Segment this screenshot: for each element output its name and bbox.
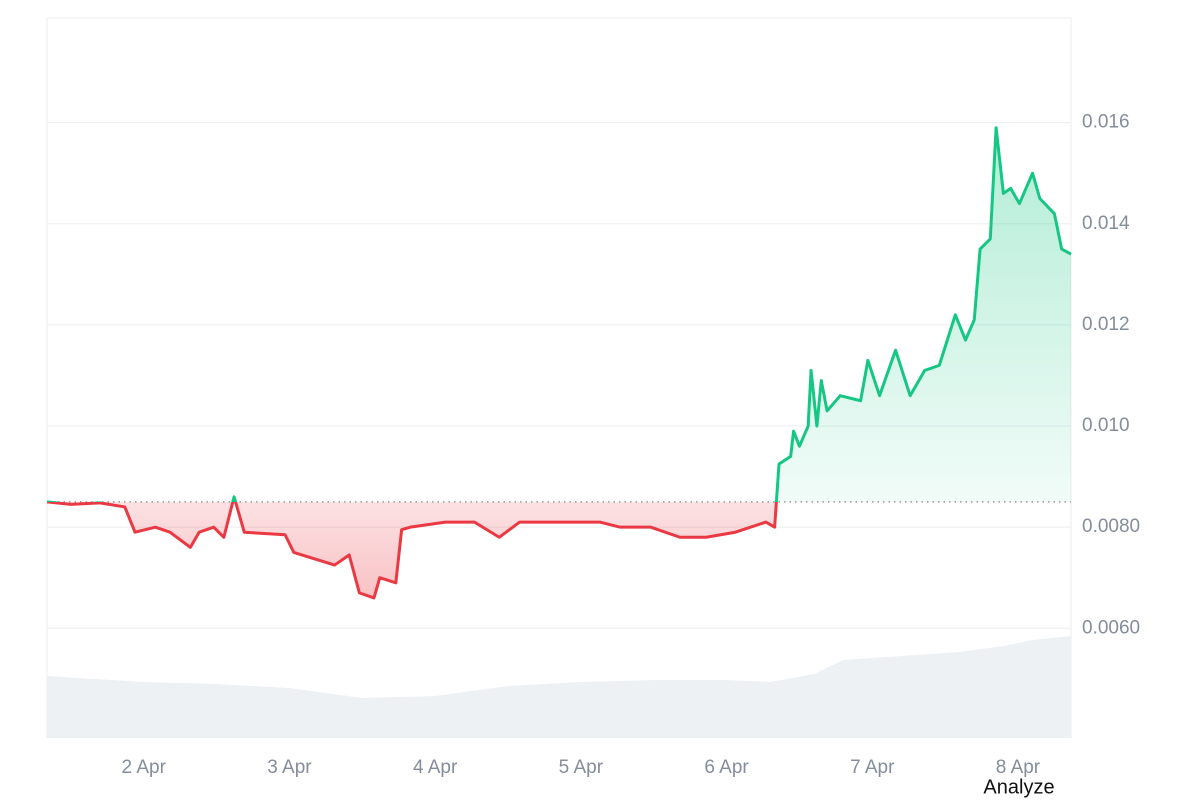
price-line bbox=[46, 126, 1072, 600]
x-tick-label: 5 Apr bbox=[559, 757, 604, 778]
y-tick-label: 0.0080 bbox=[1082, 516, 1140, 537]
y-tick-label: 0.012 bbox=[1082, 314, 1130, 335]
x-tick-label: 4 Apr bbox=[413, 757, 458, 778]
x-tick-label: 6 Apr bbox=[704, 757, 749, 778]
analyze-button[interactable]: Analyze bbox=[983, 776, 1054, 798]
volume-area bbox=[47, 636, 1071, 738]
x-tick-label: 7 Apr bbox=[850, 757, 895, 778]
x-tick-label: 2 Apr bbox=[122, 757, 167, 778]
y-tick-label: 0.016 bbox=[1082, 112, 1130, 133]
y-tick-label: 0.010 bbox=[1082, 415, 1130, 436]
y-tick-label: 0.0060 bbox=[1082, 617, 1140, 638]
y-tick-label: 0.014 bbox=[1082, 213, 1130, 234]
price-area bbox=[47, 127, 1071, 598]
x-tick-label: 8 Apr bbox=[996, 757, 1041, 778]
x-tick-label: 3 Apr bbox=[267, 757, 312, 778]
